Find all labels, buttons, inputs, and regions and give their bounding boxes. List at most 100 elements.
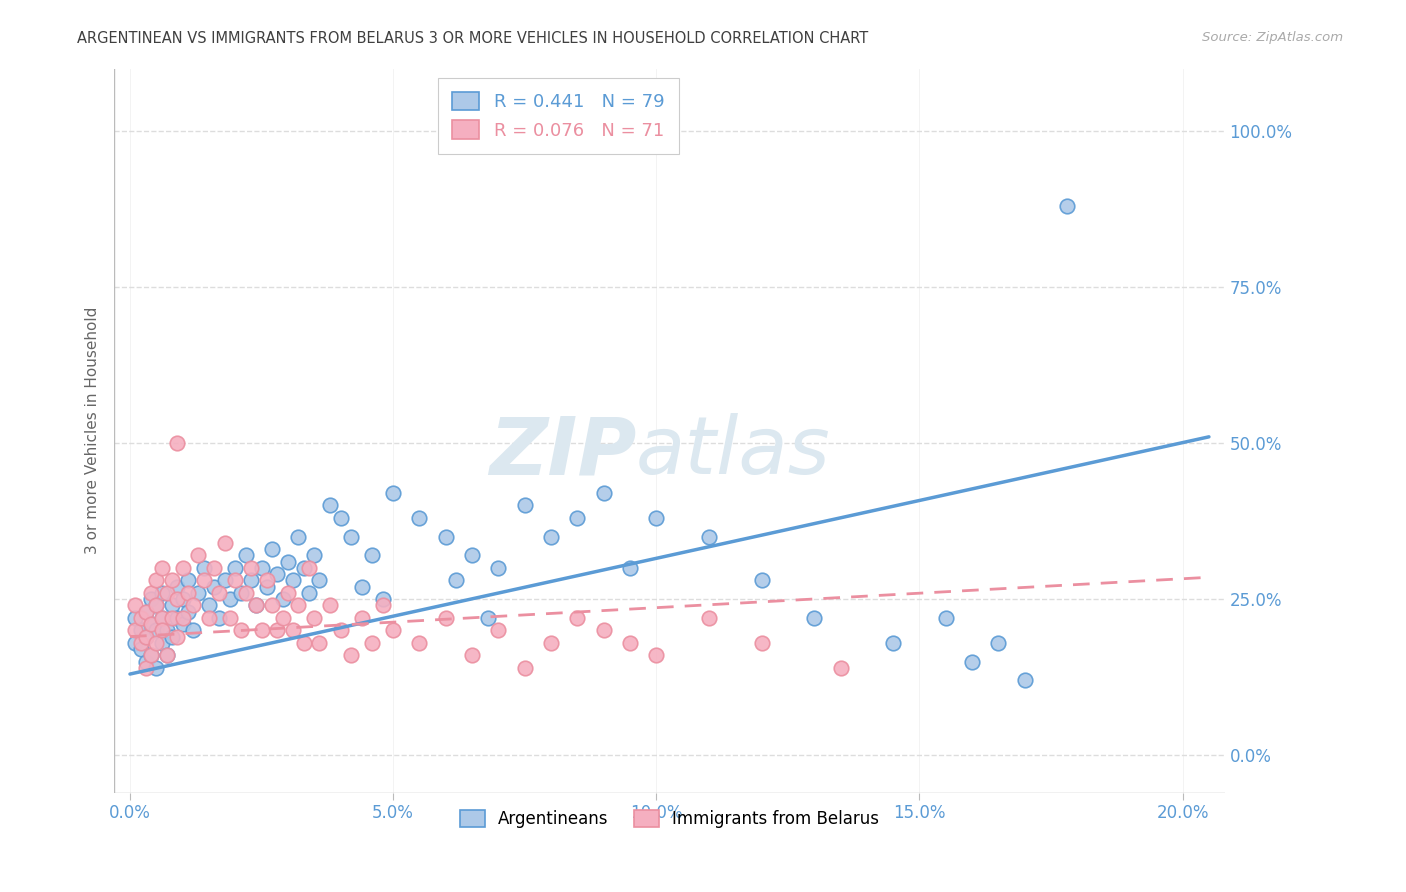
Point bbox=[160, 574, 183, 588]
Point bbox=[486, 561, 509, 575]
Point bbox=[202, 580, 225, 594]
Point bbox=[139, 586, 162, 600]
Point bbox=[751, 636, 773, 650]
Point bbox=[461, 648, 484, 663]
Point bbox=[298, 561, 321, 575]
Point bbox=[172, 561, 194, 575]
Point bbox=[145, 599, 167, 613]
Point bbox=[308, 574, 330, 588]
Point bbox=[287, 599, 309, 613]
Point bbox=[302, 611, 325, 625]
Point bbox=[160, 630, 183, 644]
Point bbox=[350, 580, 373, 594]
Point bbox=[256, 580, 278, 594]
Point bbox=[361, 636, 384, 650]
Point bbox=[166, 436, 188, 450]
Point bbox=[540, 636, 562, 650]
Point bbox=[298, 586, 321, 600]
Point bbox=[129, 611, 152, 625]
Point bbox=[329, 624, 352, 638]
Point bbox=[145, 624, 167, 638]
Point bbox=[382, 486, 405, 500]
Point bbox=[139, 648, 162, 663]
Point bbox=[292, 636, 315, 650]
Point bbox=[177, 586, 200, 600]
Point bbox=[567, 511, 589, 525]
Point bbox=[135, 605, 157, 619]
Point bbox=[250, 561, 273, 575]
Point bbox=[124, 611, 146, 625]
Point bbox=[129, 624, 152, 638]
Point bbox=[513, 499, 536, 513]
Point bbox=[513, 661, 536, 675]
Point bbox=[135, 661, 157, 675]
Point bbox=[181, 624, 204, 638]
Point bbox=[160, 611, 183, 625]
Point bbox=[187, 586, 209, 600]
Point bbox=[124, 599, 146, 613]
Point bbox=[214, 536, 236, 550]
Point bbox=[198, 599, 221, 613]
Point bbox=[150, 636, 173, 650]
Point bbox=[172, 611, 194, 625]
Point bbox=[250, 624, 273, 638]
Point bbox=[319, 499, 342, 513]
Point bbox=[193, 574, 215, 588]
Point bbox=[229, 586, 252, 600]
Point bbox=[446, 574, 468, 588]
Point bbox=[166, 630, 188, 644]
Point bbox=[830, 661, 852, 675]
Point bbox=[208, 611, 231, 625]
Point bbox=[697, 530, 720, 544]
Point bbox=[150, 624, 173, 638]
Point bbox=[150, 611, 173, 625]
Point bbox=[256, 574, 278, 588]
Point bbox=[145, 574, 167, 588]
Point bbox=[281, 624, 304, 638]
Text: atlas: atlas bbox=[636, 413, 831, 491]
Point bbox=[172, 617, 194, 632]
Point bbox=[150, 586, 173, 600]
Point bbox=[540, 530, 562, 544]
Point bbox=[308, 636, 330, 650]
Point bbox=[277, 586, 299, 600]
Point bbox=[150, 561, 173, 575]
Point bbox=[592, 624, 614, 638]
Point bbox=[486, 624, 509, 638]
Point bbox=[145, 636, 167, 650]
Point bbox=[235, 586, 257, 600]
Point bbox=[124, 624, 146, 638]
Point bbox=[166, 592, 188, 607]
Point bbox=[172, 592, 194, 607]
Point bbox=[181, 599, 204, 613]
Point bbox=[150, 611, 173, 625]
Point bbox=[177, 574, 200, 588]
Point bbox=[371, 599, 394, 613]
Point bbox=[135, 655, 157, 669]
Point bbox=[156, 648, 179, 663]
Point bbox=[987, 636, 1010, 650]
Point bbox=[319, 599, 342, 613]
Point bbox=[350, 611, 373, 625]
Point bbox=[129, 642, 152, 657]
Point bbox=[292, 561, 315, 575]
Point bbox=[214, 574, 236, 588]
Point bbox=[408, 636, 430, 650]
Point bbox=[1014, 673, 1036, 688]
Point bbox=[751, 574, 773, 588]
Text: ARGENTINEAN VS IMMIGRANTS FROM BELARUS 3 OR MORE VEHICLES IN HOUSEHOLD CORRELATI: ARGENTINEAN VS IMMIGRANTS FROM BELARUS 3… bbox=[77, 31, 869, 46]
Point bbox=[124, 636, 146, 650]
Point bbox=[371, 592, 394, 607]
Point bbox=[645, 511, 668, 525]
Point bbox=[340, 530, 363, 544]
Point bbox=[277, 555, 299, 569]
Point bbox=[139, 648, 162, 663]
Point bbox=[645, 648, 668, 663]
Point bbox=[156, 586, 179, 600]
Point bbox=[135, 630, 157, 644]
Point bbox=[935, 611, 957, 625]
Point bbox=[434, 530, 457, 544]
Point bbox=[287, 530, 309, 544]
Point bbox=[461, 549, 484, 563]
Point bbox=[882, 636, 904, 650]
